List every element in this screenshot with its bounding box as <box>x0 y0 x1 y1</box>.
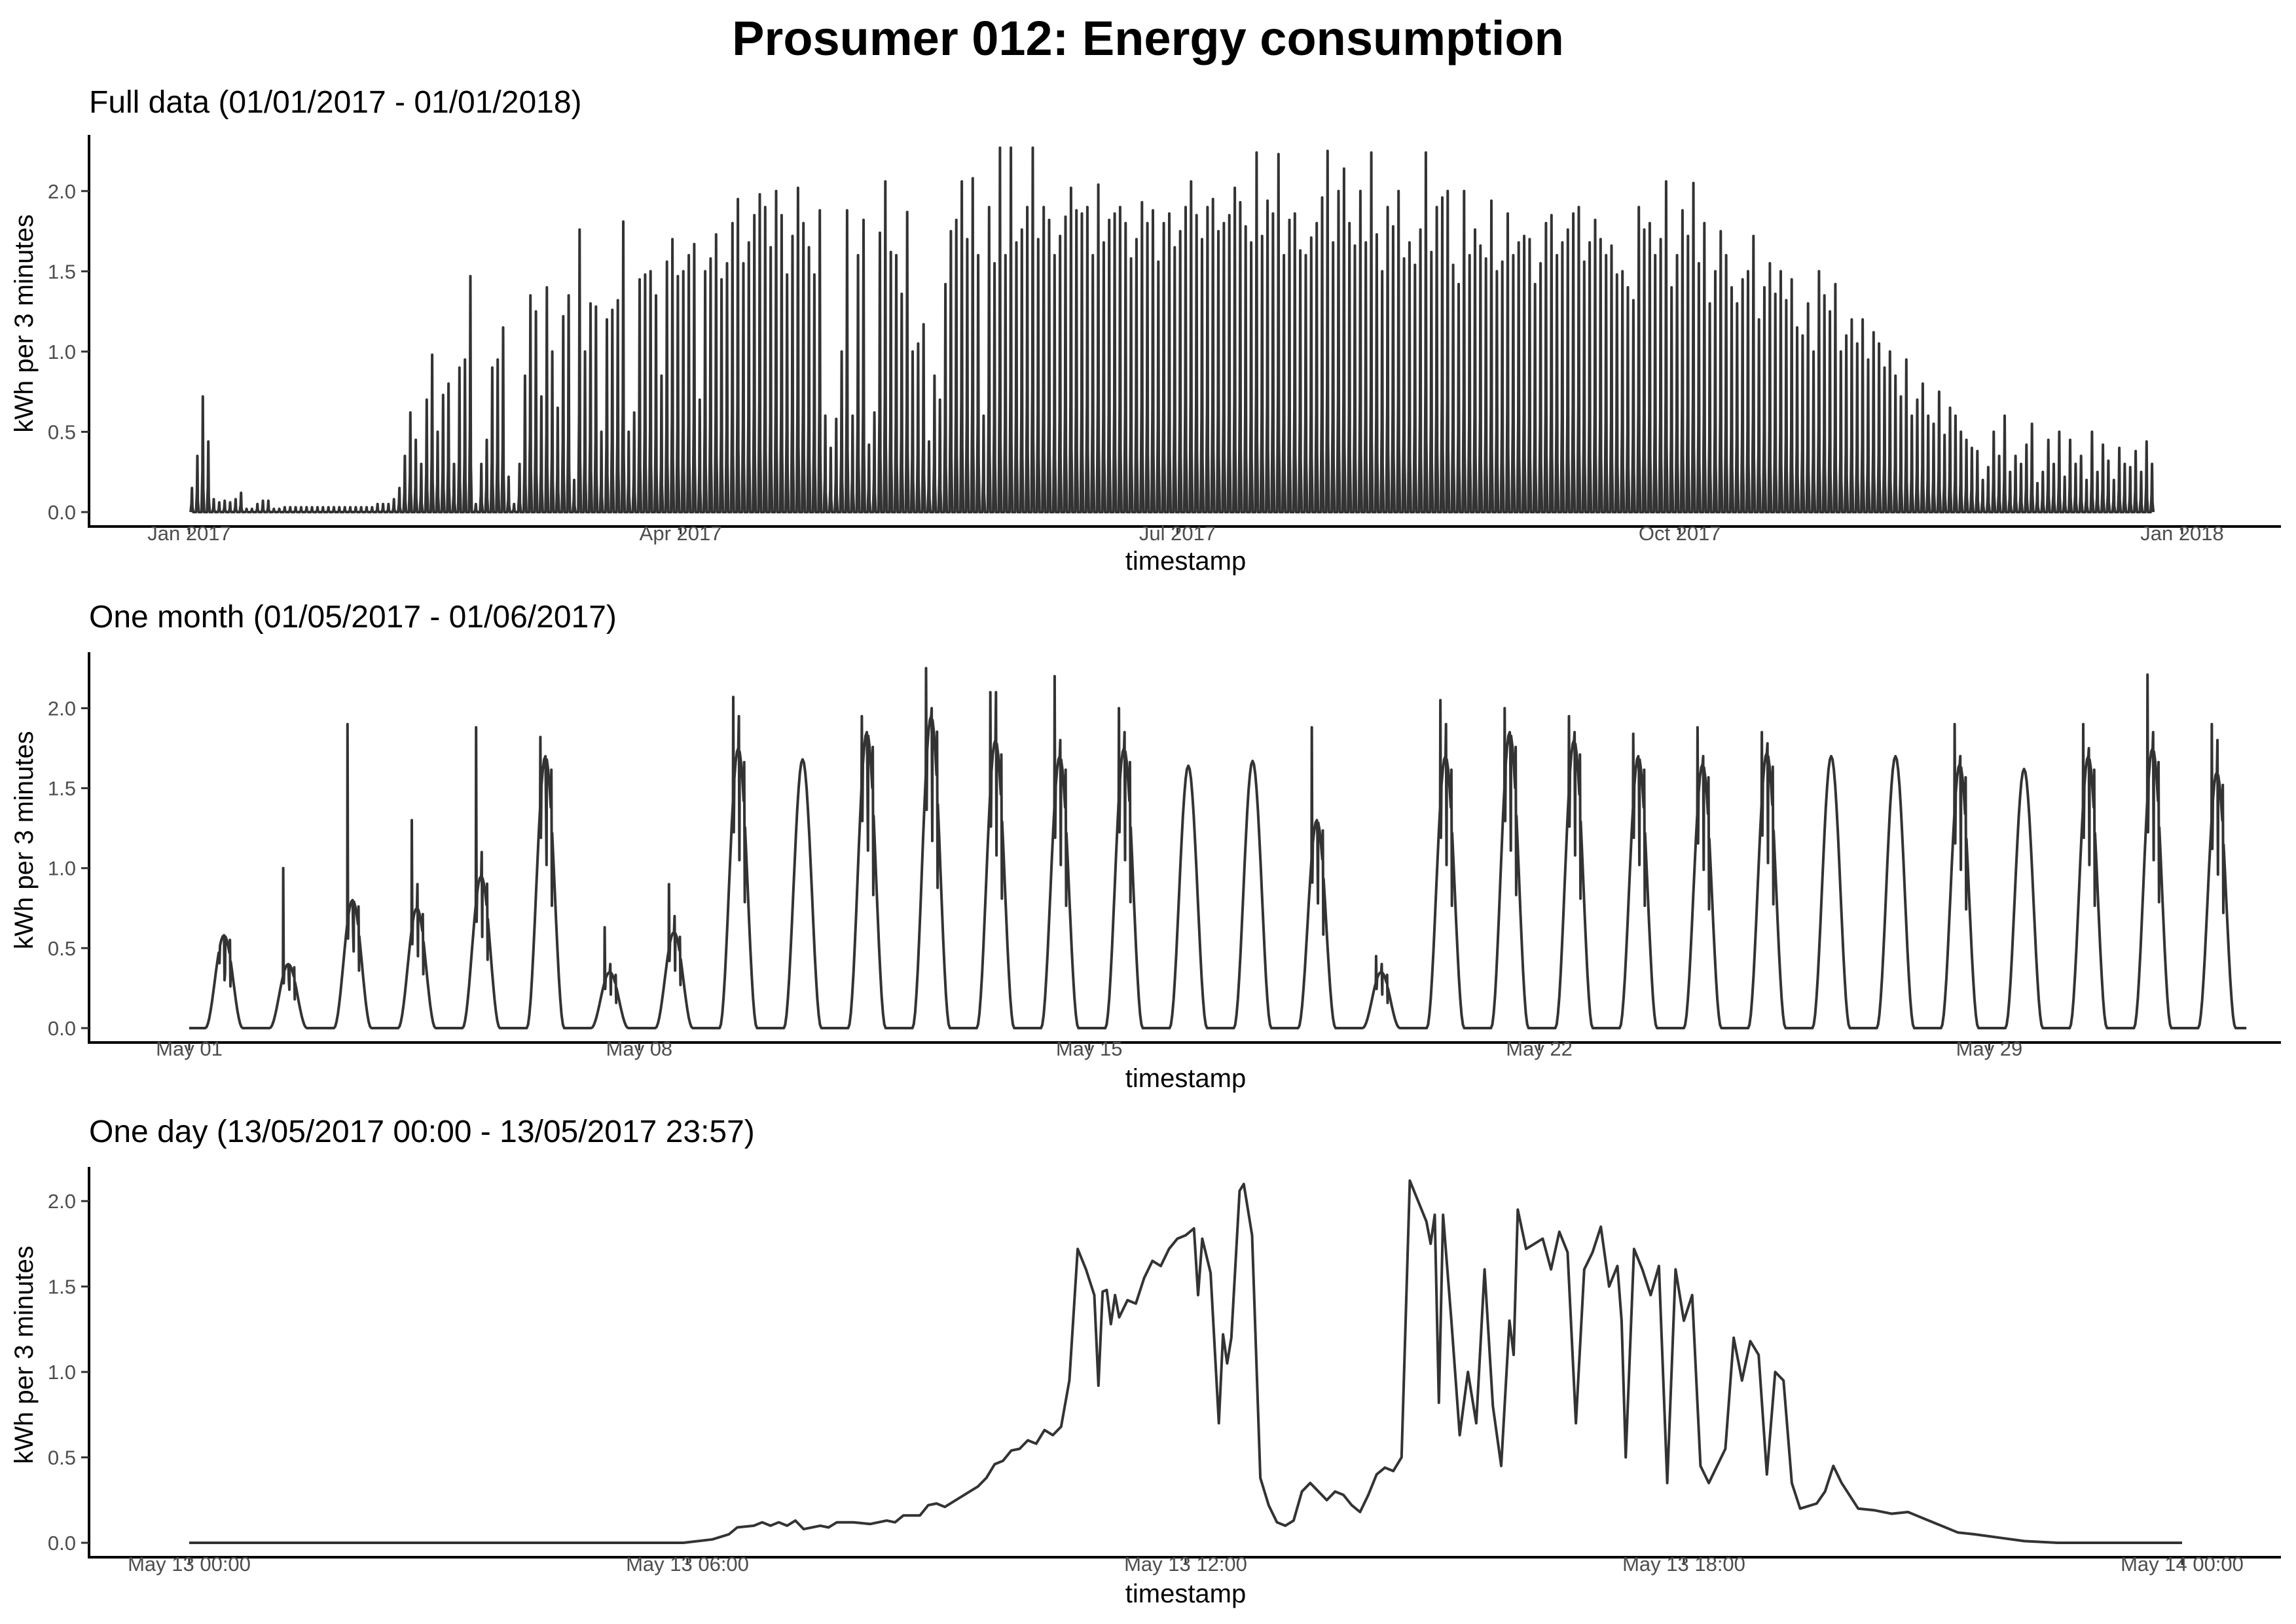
y-tick-label: 0.5 <box>48 937 76 960</box>
y-tick-label: 0.5 <box>48 1447 76 1469</box>
y-tick-label: 0.0 <box>48 1017 76 1040</box>
x-tick-label: Jan 2018 <box>2140 522 2224 545</box>
x-tick-label: May 15 <box>1056 1037 1123 1060</box>
panel-one-day: One day (13/05/2017 00:00 - 13/05/2017 2… <box>10 1115 2281 1608</box>
x-tick-label: May 14 00:00 <box>2121 1553 2244 1576</box>
panel-full-data: Full data (01/01/2017 - 01/01/2018) 0.0 0.… <box>10 85 2281 576</box>
x-tick-label: May 13 18:00 <box>1622 1553 1745 1576</box>
y-tick-label: 2.0 <box>48 1190 76 1213</box>
panel-title: Full data (01/01/2017 - 01/01/2018) <box>89 85 582 120</box>
y-tick-label: 1.5 <box>48 777 76 800</box>
x-tick-label: May 29 <box>1956 1037 2023 1060</box>
x-axis-title: timestamp <box>1125 1064 1247 1093</box>
series-line-one-day <box>189 1179 2182 1544</box>
y-tick-label: 2.0 <box>48 180 76 203</box>
y-tick-label: 1.5 <box>48 260 76 283</box>
y-tick-label: 0.0 <box>48 501 76 524</box>
y-tick-label: 1.0 <box>48 857 76 880</box>
x-tick-label: May 08 <box>606 1037 673 1060</box>
x-tick-label: Apr 2017 <box>640 522 722 545</box>
x-tick-label: May 13 00:00 <box>128 1553 251 1576</box>
y-tick-label: 2.0 <box>48 697 76 720</box>
x-tick-label: May 22 <box>1506 1037 1573 1060</box>
x-tick-label: Jul 2017 <box>1139 522 1216 545</box>
y-tick-label: 1.0 <box>48 341 76 363</box>
x-axis-title: timestamp <box>1125 547 1247 576</box>
y-axis-title: kWh per 3 minutes <box>10 1246 39 1464</box>
y-tick-label: 1.5 <box>48 1276 76 1299</box>
series-line-full-year <box>189 146 2155 513</box>
series-line-one-month <box>189 667 2247 1029</box>
x-tick-label: May 13 12:00 <box>1124 1553 1247 1576</box>
y-tick-label: 1.0 <box>48 1361 76 1384</box>
y-tick-label: 0.5 <box>48 420 76 443</box>
x-tick-label: Oct 2017 <box>1639 522 1721 545</box>
panel-one-month: One month (01/05/2017 - 01/06/2017) 0.0 0.… <box>10 600 2281 1093</box>
x-tick-label: May 13 06:00 <box>626 1553 749 1576</box>
x-tick-label: May 01 <box>156 1037 223 1060</box>
x-tick-label: Jan 2017 <box>147 522 231 545</box>
y-tick-label: 0.0 <box>48 1532 76 1555</box>
panel-title: One day (13/05/2017 00:00 - 13/05/2017 2… <box>89 1115 755 1149</box>
figure-title: Prosumer 012: Energy consumption <box>732 11 1564 65</box>
panel-title: One month (01/05/2017 - 01/06/2017) <box>89 600 617 635</box>
x-axis-title: timestamp <box>1125 1579 1247 1608</box>
y-axis-title: kWh per 3 minutes <box>10 731 39 949</box>
y-axis-title: kWh per 3 minutes <box>10 214 39 432</box>
